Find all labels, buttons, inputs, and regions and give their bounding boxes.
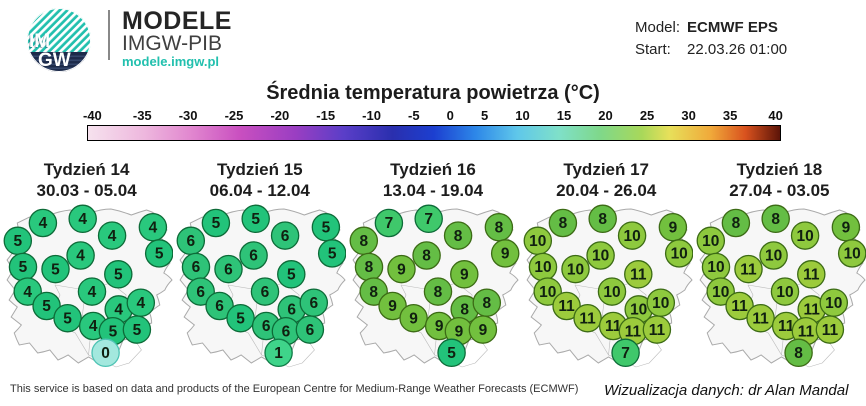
svg-text:10: 10 bbox=[707, 259, 724, 276]
svg-text:6: 6 bbox=[261, 284, 270, 301]
svg-text:10: 10 bbox=[776, 284, 793, 301]
svg-text:9: 9 bbox=[668, 219, 677, 236]
svg-text:10: 10 bbox=[529, 233, 546, 250]
svg-text:8: 8 bbox=[360, 233, 369, 250]
svg-text:10: 10 bbox=[539, 284, 556, 301]
svg-text:7: 7 bbox=[385, 215, 394, 232]
svg-text:5: 5 bbox=[133, 322, 142, 339]
svg-text:11: 11 bbox=[731, 298, 748, 315]
svg-text:6: 6 bbox=[310, 295, 319, 312]
svg-text:11: 11 bbox=[803, 266, 820, 283]
svg-text:6: 6 bbox=[197, 284, 206, 301]
svg-text:6: 6 bbox=[224, 261, 233, 278]
svg-text:11: 11 bbox=[579, 310, 596, 327]
svg-text:5: 5 bbox=[13, 233, 22, 250]
svg-text:5: 5 bbox=[155, 246, 164, 263]
svg-text:5: 5 bbox=[19, 259, 28, 276]
svg-text:4: 4 bbox=[76, 248, 85, 265]
svg-text:6: 6 bbox=[306, 322, 315, 339]
svg-text:10: 10 bbox=[765, 248, 782, 265]
svg-text:6: 6 bbox=[187, 233, 196, 250]
svg-text:5: 5 bbox=[322, 219, 331, 236]
svg-text:10: 10 bbox=[623, 228, 640, 245]
svg-text:6: 6 bbox=[215, 298, 224, 315]
svg-text:10: 10 bbox=[825, 295, 842, 312]
svg-text:9: 9 bbox=[435, 318, 444, 335]
svg-text:5: 5 bbox=[109, 323, 118, 340]
svg-text:4: 4 bbox=[136, 295, 145, 312]
svg-text:11: 11 bbox=[803, 302, 820, 319]
svg-text:8: 8 bbox=[461, 302, 470, 319]
svg-text:10: 10 bbox=[652, 295, 669, 312]
svg-text:10: 10 bbox=[712, 284, 729, 301]
svg-text:4: 4 bbox=[114, 302, 123, 319]
svg-text:0: 0 bbox=[101, 345, 110, 362]
svg-text:11: 11 bbox=[740, 261, 757, 278]
svg-text:5: 5 bbox=[252, 211, 261, 228]
svg-text:11: 11 bbox=[798, 323, 815, 340]
svg-text:10: 10 bbox=[534, 259, 551, 276]
svg-text:6: 6 bbox=[262, 318, 271, 335]
svg-text:11: 11 bbox=[821, 322, 838, 339]
svg-text:5: 5 bbox=[114, 266, 123, 283]
svg-text:5: 5 bbox=[236, 310, 245, 327]
svg-text:11: 11 bbox=[558, 298, 575, 315]
svg-text:8: 8 bbox=[598, 211, 607, 228]
svg-text:9: 9 bbox=[501, 246, 510, 263]
svg-text:11: 11 bbox=[648, 322, 665, 339]
svg-text:10: 10 bbox=[630, 302, 647, 319]
svg-text:8: 8 bbox=[483, 295, 492, 312]
svg-text:9: 9 bbox=[460, 266, 469, 283]
svg-text:8: 8 bbox=[495, 219, 504, 236]
svg-text:4: 4 bbox=[89, 318, 98, 335]
svg-text:4: 4 bbox=[88, 284, 97, 301]
svg-text:5: 5 bbox=[328, 246, 337, 263]
svg-text:9: 9 bbox=[389, 298, 398, 315]
svg-text:10: 10 bbox=[702, 233, 719, 250]
svg-text:6: 6 bbox=[192, 259, 201, 276]
svg-text:10: 10 bbox=[592, 248, 609, 265]
svg-text:9: 9 bbox=[410, 310, 419, 327]
svg-text:4: 4 bbox=[23, 284, 32, 301]
svg-text:8: 8 bbox=[434, 284, 443, 301]
svg-text:10: 10 bbox=[603, 284, 620, 301]
svg-text:8: 8 bbox=[423, 248, 432, 265]
svg-text:8: 8 bbox=[731, 215, 740, 232]
svg-text:8: 8 bbox=[794, 345, 803, 362]
svg-text:8: 8 bbox=[771, 211, 780, 228]
svg-text:8: 8 bbox=[370, 284, 379, 301]
svg-text:7: 7 bbox=[621, 345, 630, 362]
svg-text:8: 8 bbox=[365, 259, 374, 276]
svg-text:10: 10 bbox=[670, 246, 687, 263]
svg-text:5: 5 bbox=[287, 266, 296, 283]
svg-text:5: 5 bbox=[448, 345, 457, 362]
svg-text:5: 5 bbox=[63, 310, 72, 327]
svg-text:1: 1 bbox=[274, 345, 283, 362]
svg-text:10: 10 bbox=[843, 246, 860, 263]
svg-text:4: 4 bbox=[78, 211, 87, 228]
svg-text:4: 4 bbox=[39, 215, 48, 232]
svg-text:6: 6 bbox=[281, 228, 290, 245]
svg-text:7: 7 bbox=[425, 211, 434, 228]
svg-text:10: 10 bbox=[796, 228, 813, 245]
svg-text:4: 4 bbox=[149, 219, 158, 236]
svg-text:8: 8 bbox=[558, 215, 567, 232]
svg-text:6: 6 bbox=[249, 248, 258, 265]
svg-text:5: 5 bbox=[212, 215, 221, 232]
svg-text:6: 6 bbox=[282, 323, 291, 340]
svg-text:8: 8 bbox=[454, 228, 463, 245]
svg-text:9: 9 bbox=[398, 261, 407, 278]
svg-text:6: 6 bbox=[288, 302, 297, 319]
svg-text:4: 4 bbox=[108, 228, 117, 245]
svg-text:9: 9 bbox=[455, 323, 464, 340]
svg-text:11: 11 bbox=[624, 323, 641, 340]
svg-text:9: 9 bbox=[479, 322, 488, 339]
svg-text:11: 11 bbox=[630, 266, 647, 283]
svg-text:9: 9 bbox=[841, 219, 850, 236]
svg-text:5: 5 bbox=[42, 298, 51, 315]
svg-text:5: 5 bbox=[51, 261, 60, 278]
svg-text:11: 11 bbox=[752, 310, 769, 327]
svg-text:10: 10 bbox=[566, 261, 583, 278]
